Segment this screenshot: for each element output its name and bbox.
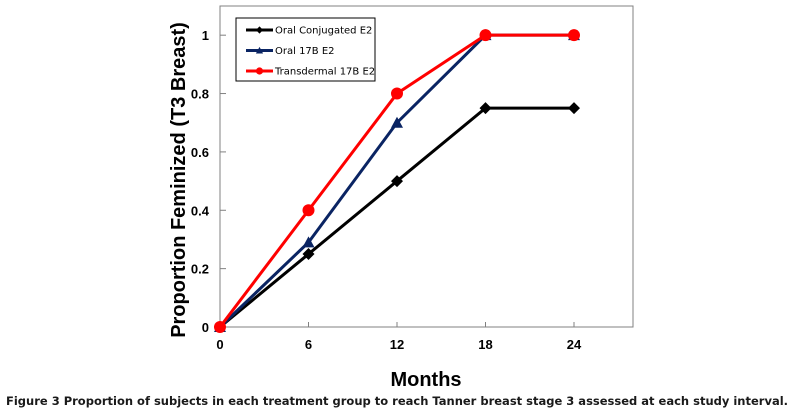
data-point <box>568 102 580 115</box>
data-point <box>391 87 403 100</box>
y-tick-label: 0.8 <box>191 87 209 102</box>
legend-label: Oral Conjugated E2 <box>275 26 372 37</box>
x-tick-label: 6 <box>305 337 312 352</box>
legend: Oral Conjugated E2 Oral 17B E2 Transdermal… <box>235 17 376 82</box>
data-point <box>302 236 315 248</box>
legend-label: Transdermal 17B E2 <box>274 67 375 78</box>
data-point <box>302 204 315 217</box>
x-tick-label: 24 <box>567 337 582 352</box>
data-point <box>391 175 403 188</box>
data-point <box>302 248 315 261</box>
data-point <box>214 321 226 333</box>
x-tick-label: 18 <box>478 337 492 352</box>
data-point <box>568 29 580 42</box>
data-point <box>479 102 492 115</box>
legend-marker <box>255 46 264 54</box>
legend-label: Oral 17B E2 <box>275 46 335 57</box>
data-point <box>479 29 492 42</box>
caption-label: Figure 3 <box>6 394 60 408</box>
y-axis-label: Proportion Feminized (T3 Breast) <box>168 22 190 338</box>
x-axis-label: Months <box>390 369 461 391</box>
legend-marker <box>255 26 264 34</box>
y-tick-label: 0 <box>202 320 209 335</box>
line-chart: 0 0.2 0.4 0.6 0.8 1 0 6 12 18 24 Months Proportio… <box>168 5 634 391</box>
x-tick-label: 0 <box>216 337 223 352</box>
caption-text: Proportion of subjects in each treatment… <box>59 394 789 408</box>
y-tick-label: 1 <box>202 28 209 43</box>
data-point <box>391 116 403 128</box>
figure-caption: Figure 3 Proportion of subjects in each … <box>6 394 788 408</box>
series-transdermal-17b-e2 <box>214 29 580 333</box>
y-tick-label: 0.2 <box>191 262 209 277</box>
y-tick-label: 0.4 <box>191 203 210 218</box>
x-tick-label: 12 <box>390 337 404 352</box>
legend-marker <box>255 67 264 75</box>
y-tick-label: 0.6 <box>191 145 209 160</box>
